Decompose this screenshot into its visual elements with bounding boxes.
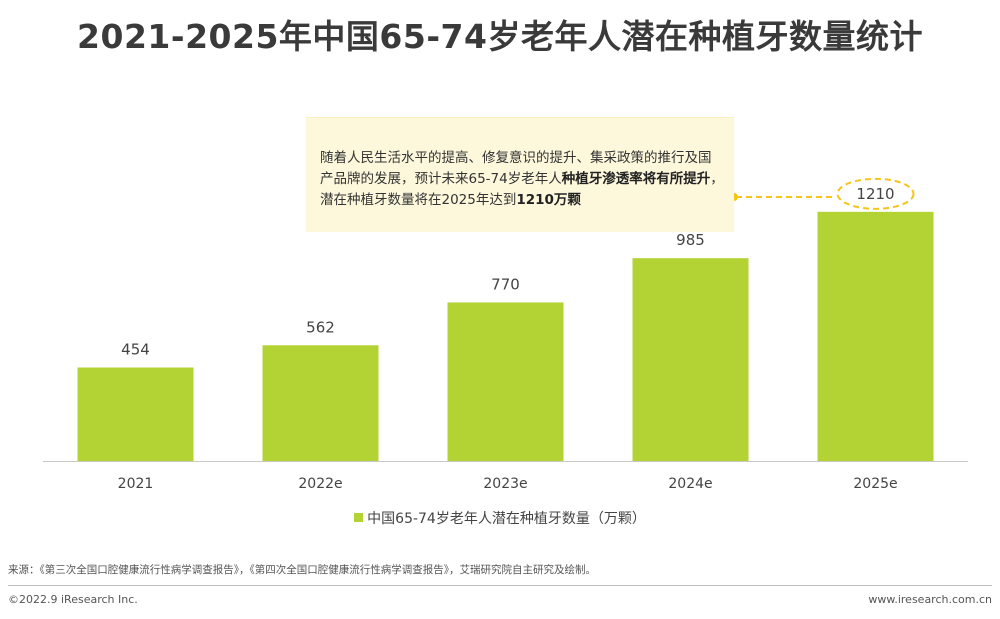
legend-swatch	[354, 513, 364, 522]
source-note: 来源：《第三次全国口腔健康流行性病学调查报告》，《第四次全国口腔健康流行性病学调…	[8, 564, 596, 576]
value-label-2022e: 562	[306, 318, 335, 336]
value-label-2021: 454	[121, 341, 150, 359]
tick-label-2021: 2021	[118, 476, 154, 492]
tick-label-2024e: 2024e	[668, 476, 712, 492]
callout-bold-part1: 种植牙渗透率将有所提升	[561, 171, 711, 187]
bar-2025e	[817, 211, 934, 461]
website-link[interactable]: www.iresearch.com.cn	[868, 593, 992, 606]
bar-2022e	[262, 345, 379, 461]
bar-2023e	[447, 302, 564, 461]
copyright: ©2022.9 iResearch Inc.	[8, 593, 138, 606]
legend-label: 中国65-74岁老年人潜在种植牙数量（万颗）	[367, 511, 646, 527]
value-label-2024e: 985	[676, 231, 705, 249]
callout-text-part2: ，潜在种植牙数量将在2025年达到	[320, 171, 724, 208]
callout-text-part1: 随着人民生活水平的提高、修复意识的提升、集采政策的推行及国产品牌的发展，预计未来…	[320, 150, 712, 187]
tick-label-2022e: 2022e	[298, 476, 342, 492]
callout-bold-part2: 1210万颗	[516, 192, 581, 208]
chart-title: 2021-2025年中国65-74岁老年人潜在种植牙数量统计	[77, 17, 923, 56]
tick-label-2025e: 2025e	[853, 476, 897, 492]
bar-2024e	[632, 258, 749, 461]
callout-box	[306, 118, 734, 232]
value-label-2025e: 1210	[856, 185, 894, 203]
value-label-2023e: 770	[491, 275, 520, 293]
footer-divider	[8, 585, 992, 586]
callout-text: 随着人民生活水平的提高、修复意识的提升、集采政策的推行及国产品牌的发展，预计未来…	[320, 148, 724, 211]
legend: 中国65-74岁老年人潜在种植牙数量（万颗）	[0, 508, 1000, 528]
highlight-ellipse	[836, 177, 915, 210]
bar-2021	[77, 367, 194, 461]
tick-label-2023e: 2023e	[483, 476, 527, 492]
